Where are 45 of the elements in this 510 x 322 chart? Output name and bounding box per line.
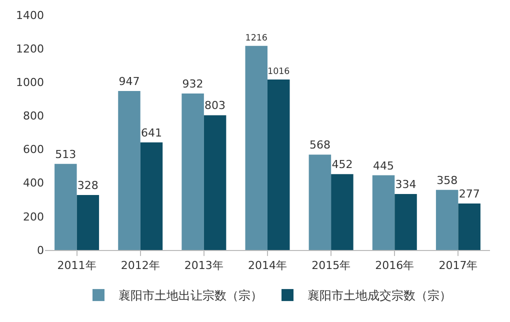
bar	[118, 91, 140, 250]
bar	[436, 190, 458, 250]
bar	[372, 175, 395, 250]
bar	[331, 174, 354, 250]
data-label: 641	[140, 126, 162, 140]
x-tick-label: 2016年	[375, 259, 414, 272]
bar	[308, 154, 332, 250]
x-tick-label: 2013年	[184, 259, 224, 272]
x-tick-label: 2015年	[312, 259, 351, 272]
data-label: 358	[436, 174, 458, 187]
y-tick-label: 1200	[16, 42, 44, 56]
data-label: 277	[458, 188, 480, 200]
data-label: 334	[395, 178, 416, 191]
bar	[245, 46, 268, 250]
y-tick-label: 1400	[16, 8, 44, 22]
y-tick-label: 800	[23, 110, 44, 123]
data-label: 568	[309, 138, 330, 152]
y-tick-label: 200	[23, 210, 44, 224]
data-label: 932	[182, 78, 204, 91]
y-tick-label: 0	[37, 244, 44, 257]
data-label: 1016	[268, 67, 290, 78]
bar	[458, 204, 480, 250]
data-label: 803	[204, 99, 226, 112]
data-label: 947	[118, 75, 140, 88]
bar	[140, 142, 163, 250]
x-tick-label: 2011年	[57, 259, 96, 272]
y-tick-label: 1000	[16, 76, 44, 89]
data-label: 513	[55, 148, 76, 161]
x-tick-label: 2012年	[120, 259, 160, 272]
data-label: 1216	[245, 34, 268, 44]
bar	[182, 94, 204, 250]
legend-label: 襄阳市土地出让宗数（宗）	[118, 288, 262, 303]
data-label: 445	[373, 159, 394, 172]
x-tick-label: 2014年	[248, 259, 287, 272]
x-tick-label: 2017年	[438, 259, 478, 272]
data-label: 452	[332, 158, 353, 172]
y-tick-label: 400	[23, 176, 44, 190]
y-tick-label: 600	[23, 143, 44, 156]
bar	[268, 79, 290, 250]
bar	[76, 194, 100, 250]
bar	[54, 164, 77, 250]
data-label: 328	[77, 178, 98, 192]
bar	[394, 194, 417, 250]
bar	[204, 115, 226, 250]
legend-label: 襄阳市土地成交宗数（宗）	[308, 288, 452, 303]
